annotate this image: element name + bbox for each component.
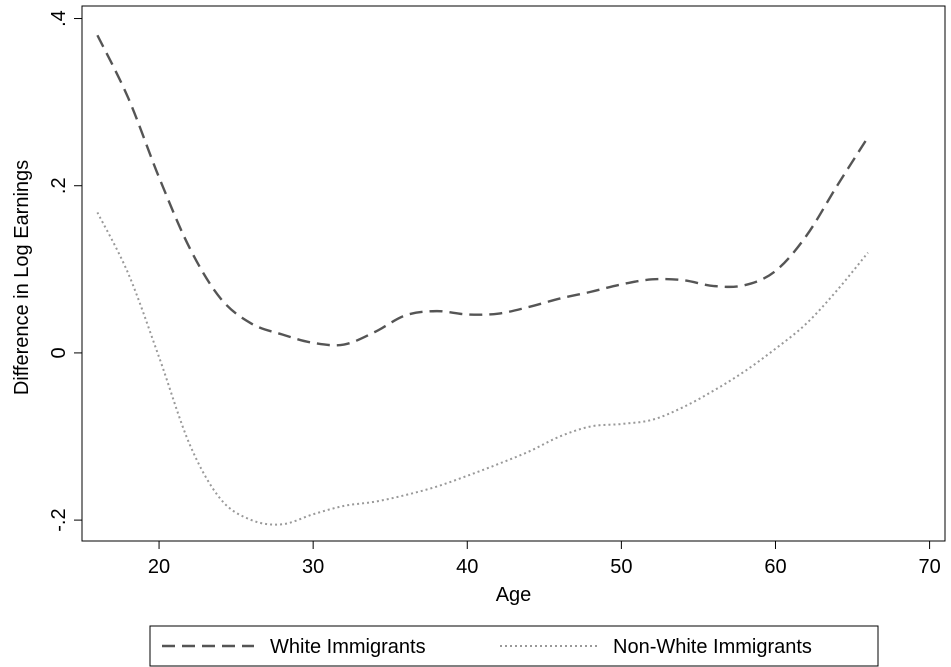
legend: White Immigrants Non-White Immigrants <box>149 625 879 667</box>
x-tick-label-40: 40 <box>456 556 478 578</box>
plot-area: 20 30 40 50 60 70 .4 .2 0 -.2 <box>48 5 946 578</box>
legend-label-non-white-immigrants: Non-White Immigrants <box>613 636 812 658</box>
y-tick-label-neg0p2: -.2 <box>48 508 70 531</box>
plot-frame <box>81 5 946 542</box>
series-line-white-immigrants <box>96 34 869 347</box>
legend-label-white-immigrants: White Immigrants <box>270 636 426 658</box>
y-tick-label-0: 0 <box>48 347 70 358</box>
series-line-non-white-immigrants <box>96 212 869 526</box>
y-tick-label-0p4: .4 <box>48 10 70 27</box>
x-axis-label: Age <box>496 584 532 606</box>
series-layer <box>96 34 869 526</box>
x-tick-label-30: 30 <box>302 556 324 578</box>
x-tick-label-70: 70 <box>918 556 940 578</box>
y-axis: .4 .2 0 -.2 <box>48 10 82 532</box>
x-axis: 20 30 40 50 60 70 <box>148 541 941 578</box>
x-tick-label-20: 20 <box>148 556 170 578</box>
y-tick-label-0p2: .2 <box>48 177 70 194</box>
x-tick-label-60: 60 <box>764 556 786 578</box>
y-axis-label: Difference in Log Earnings <box>11 160 33 395</box>
legend-box <box>149 625 879 667</box>
x-tick-label-50: 50 <box>610 556 632 578</box>
